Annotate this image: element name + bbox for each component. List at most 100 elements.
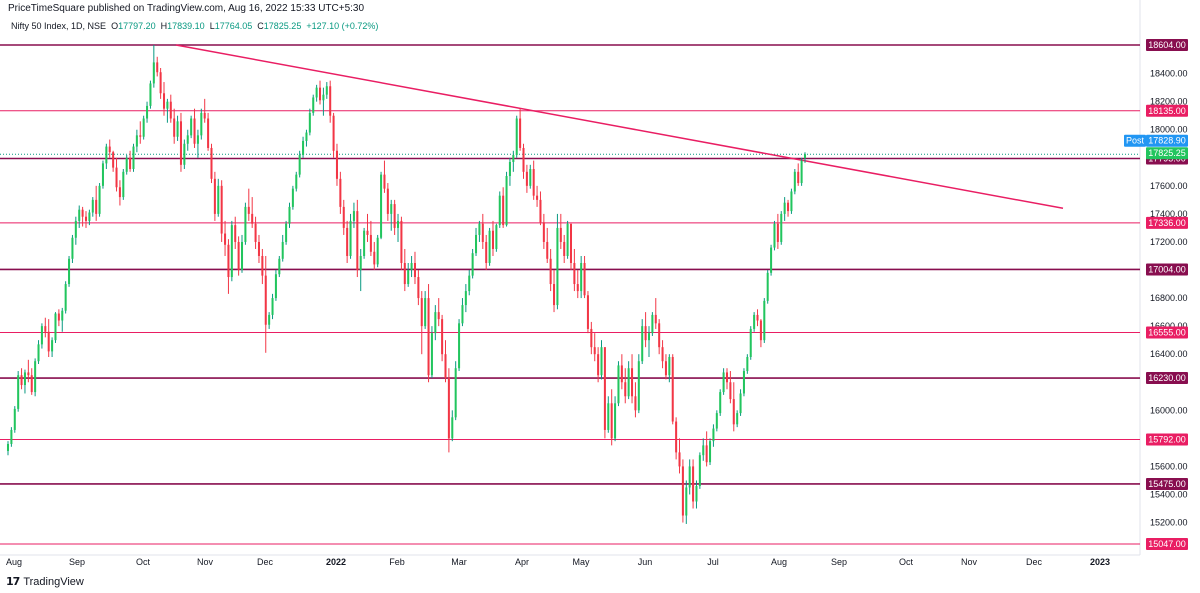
post-price-label: 17828.90 [1148, 136, 1186, 146]
candle-body [17, 375, 20, 409]
candle-body [780, 213, 783, 242]
candle-body [661, 347, 664, 362]
level-badge [1146, 477, 1188, 490]
candle-body [230, 225, 233, 278]
level-badge-label: 18604.00 [1148, 40, 1186, 50]
x-axis-labels: Aug Sep Oct Nov Dec 2022 Feb Mar Apr May Jun Jul Aug… [6, 557, 1110, 567]
tradingview-brand[interactable]: 17 TradingView [6, 575, 84, 588]
candle-body [227, 244, 230, 278]
candle-body [461, 305, 464, 324]
publisher-line: PriceTimeSquare published on TradingView… [8, 3, 365, 14]
candle-body [434, 312, 437, 334]
candle-body [37, 344, 40, 362]
candle-body [108, 146, 111, 153]
y-tick-label: 16400.00 [1150, 349, 1188, 359]
candle-body [441, 319, 444, 355]
candle-body [71, 237, 74, 259]
candle-body [335, 150, 338, 179]
candle-body [458, 323, 461, 369]
candle-body [224, 233, 227, 245]
candle-body [478, 223, 481, 235]
candle-body [709, 441, 712, 463]
candle-body [257, 241, 260, 256]
candle-body [305, 132, 308, 141]
candle-body [142, 118, 145, 137]
y-tick-label: 15200.00 [1150, 518, 1188, 528]
candle-body [505, 176, 508, 226]
candle-body [715, 413, 718, 429]
candle-body [790, 191, 793, 212]
candle-body [173, 118, 176, 137]
candle-body [81, 209, 84, 217]
y-tick-label: 17200.00 [1150, 237, 1188, 247]
candle-body [346, 227, 349, 256]
trendline [175, 44, 1064, 210]
open-value: 17797.20 [118, 21, 156, 31]
candle-body [203, 112, 206, 119]
candle-body [475, 234, 478, 254]
candle-body [559, 227, 562, 242]
symbol-label: Nifty 50 Index, 1D, NSE [11, 21, 107, 31]
candle-body [536, 195, 539, 200]
low-label: L [209, 21, 215, 31]
candle-body [692, 466, 695, 502]
candle-body [78, 209, 81, 221]
candle-body [695, 486, 698, 502]
level-badge-label: 15047.00 [1148, 539, 1186, 549]
candle-body [451, 417, 454, 439]
candle-body [13, 408, 16, 430]
brand-text: TradingView [23, 575, 84, 588]
level-badge [1146, 433, 1188, 446]
candle-body [654, 314, 657, 324]
candle-body [776, 223, 779, 242]
candle-body [566, 223, 569, 256]
candle-body [298, 154, 301, 175]
horizontal-levels [0, 44, 1140, 545]
candle-body [597, 354, 600, 376]
candle-body [515, 118, 518, 155]
candle-body [363, 230, 366, 256]
x-axis-label: Dec [257, 557, 274, 567]
candle-body [620, 365, 623, 383]
open-label: O [111, 21, 119, 31]
y-tick-label: 18000.00 [1150, 125, 1188, 135]
candle-body [247, 206, 250, 214]
candle-body [308, 112, 311, 133]
level-badge-label: 18135.00 [1148, 106, 1186, 116]
candle-body [719, 392, 722, 414]
candle-body [400, 220, 403, 264]
candle-body [583, 263, 586, 296]
candle-body [291, 188, 294, 207]
candle-body [770, 247, 773, 273]
candle-body [512, 154, 515, 162]
candle-body [586, 295, 589, 329]
x-axis-label: Sep [69, 557, 85, 567]
candle-body [332, 115, 335, 151]
candle-body [685, 487, 688, 516]
candle-body [200, 112, 203, 136]
candle-body [68, 258, 71, 285]
candle-body [590, 328, 593, 348]
x-axis-label: May [572, 557, 590, 567]
candle-body [115, 167, 118, 188]
candle-body [6, 443, 10, 451]
candle-body [773, 223, 776, 248]
candle-body [742, 371, 745, 394]
level-badge [1146, 263, 1188, 276]
candle-body [403, 263, 406, 285]
candle-body [631, 368, 634, 397]
x-axis-label: Dec [1026, 557, 1043, 567]
y-tick-label: 16800.00 [1150, 293, 1188, 303]
candle-body [546, 241, 549, 259]
candles [6, 45, 807, 524]
last-price-label: 17825.25 [1148, 148, 1186, 158]
candle-body [576, 284, 579, 292]
candle-body [125, 157, 128, 172]
candle-body [485, 241, 488, 264]
x-axis-label: Jul [707, 557, 719, 567]
candle-body [508, 161, 511, 177]
close-label: C [257, 21, 264, 31]
candle-body [397, 220, 400, 228]
x-axis-label: 2023 [1090, 557, 1110, 567]
